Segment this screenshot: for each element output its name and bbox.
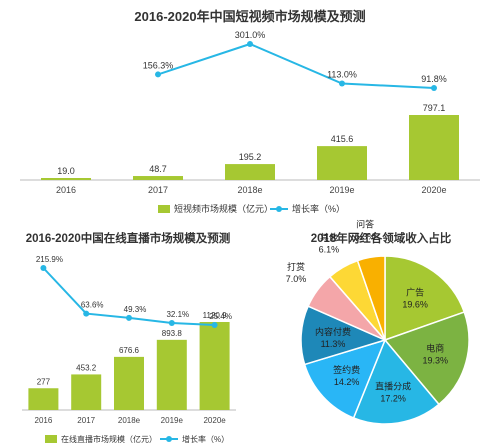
chart1-growth-point <box>155 71 161 78</box>
chart1-bar-label: 19.0 <box>57 166 75 176</box>
chart2-legend-bar-label: 在线直播市场规模（亿元） <box>61 434 157 444</box>
chart1-growth-label: 156.3% <box>143 60 174 70</box>
chart1-bar <box>133 176 183 180</box>
chart2-bar-label: 453.2 <box>76 363 97 372</box>
chart2-legend-line-label: 增长率（%） <box>182 434 229 444</box>
chart2-x-tick-label: 2016 <box>35 416 53 425</box>
chart2-bar-label: 1120.9 <box>203 311 227 320</box>
live-streaming-market-chart: 277 2016 453.2 2017 676.6 2018e 893.8 2019e 1120… <box>22 255 236 444</box>
chart2-bar-label: 893.8 <box>162 329 183 338</box>
pie-slice-label: 其他 <box>320 232 338 243</box>
chart1-bar-label: 415.6 <box>331 134 354 144</box>
chart2-bar <box>156 339 187 410</box>
chart1-growth-point <box>431 85 437 91</box>
chart1-growth-point <box>247 41 253 47</box>
chart2-x-tick-label: 2020e <box>203 416 226 425</box>
chart2-x-tick-label: 2018e <box>118 416 141 425</box>
chart1-bar <box>409 115 459 180</box>
chart1-x-tick-label: 2017 <box>148 185 168 195</box>
chart2-x-tick-label: 2019e <box>161 416 184 425</box>
chart1-bar <box>317 146 367 180</box>
pie-slice-value: 19.6% <box>402 299 428 309</box>
pie-slice <box>383 311 470 406</box>
chart2-growth-label: 63.6% <box>81 301 104 310</box>
chart1-x-tick-label: 2016 <box>56 185 76 195</box>
chart1-x-tick-label: 2020e <box>421 185 446 195</box>
pie-slice-label: 电商 <box>426 343 444 354</box>
pie-slice-label: 直播分成 <box>375 380 411 391</box>
pie-slice-label: 签约费 <box>333 364 360 375</box>
chart1-x-tick-label: 2019e <box>329 185 354 195</box>
pie-slice-value: 14.2% <box>334 377 360 387</box>
chart2-growth-label: 49.3% <box>124 305 147 314</box>
chart1-bar-label: 48.7 <box>149 164 167 174</box>
pie-slice-value: 5.3% <box>355 231 376 241</box>
pie-slice <box>352 338 441 425</box>
chart2-bar <box>71 374 102 410</box>
chart1-growth-line <box>157 42 435 89</box>
chart2-bar <box>28 388 59 410</box>
pie-slice <box>356 255 386 341</box>
chart2-growth-label: 32.1% <box>166 310 189 319</box>
pie-slice-label: 内容付费 <box>315 326 351 337</box>
short-video-market-chart: 19.0 2016 48.7 2017 195.2 2018e 415.6 2019e 797.… <box>20 30 480 214</box>
chart1-growth-label: 301.0% <box>235 30 266 40</box>
pie-slice-value: 11.3% <box>321 339 346 349</box>
chart1-growth-label: 91.8% <box>421 74 447 84</box>
chart2-legend-bar-swatch <box>45 435 57 443</box>
chart1-legend-line-label: 增长率（%） <box>292 203 345 214</box>
pie-slice-label: 打赏 <box>287 261 305 272</box>
chart-1-title: 2016-2020年中国短视频市场规模及预测 <box>134 9 366 24</box>
pie-slice-value: 7.0% <box>286 274 307 284</box>
pie-slice-value: 17.2% <box>380 393 406 403</box>
chart2-legend-line-marker <box>166 436 172 442</box>
chart1-bar-label: 195.2 <box>239 152 262 162</box>
chart2-bar-label: 277 <box>37 377 51 386</box>
pie-slice-value: 6.1% <box>319 245 340 255</box>
chart1-legend-bar-label: 短视频市场规模（亿元） <box>174 203 273 214</box>
pie-slice <box>303 338 387 419</box>
chart1-legend-bar-swatch <box>158 205 170 213</box>
chart2-bar-label: 676.6 <box>119 346 140 355</box>
chart2-growth-point <box>40 265 47 271</box>
chart2-bar <box>114 356 144 410</box>
pie-slice-value: 19.3% <box>422 356 448 366</box>
chart2-bar <box>199 322 230 410</box>
chart2-growth-point <box>211 322 218 328</box>
chart2-growth-point <box>83 310 90 317</box>
chart-3-title: 2018年网红各领域收入占比 <box>310 233 452 245</box>
chart1-growth-label: 113.0% <box>327 70 357 80</box>
chart1-bar <box>41 178 91 180</box>
chart2-growth-label: 215.9% <box>36 255 63 264</box>
chart1-bar <box>225 164 275 180</box>
chart2-growth-point <box>126 314 132 321</box>
chart-2-title: 2016-2020中国在线直播市场规模及预测 <box>25 233 231 245</box>
chart1-x-tick-label: 2018e <box>237 185 262 195</box>
chart2-x-tick-label: 2017 <box>77 416 95 425</box>
chart1-legend-line-marker <box>276 206 282 212</box>
pie-slice-label: 问答 <box>356 218 374 229</box>
chart2-growth-point <box>168 319 175 326</box>
pie-slice-label: 广告 <box>406 286 424 297</box>
chart1-growth-point <box>339 80 345 87</box>
chart1-bar-label: 797.1 <box>423 103 446 113</box>
chart2-growth-label: 25.4% <box>209 312 232 321</box>
